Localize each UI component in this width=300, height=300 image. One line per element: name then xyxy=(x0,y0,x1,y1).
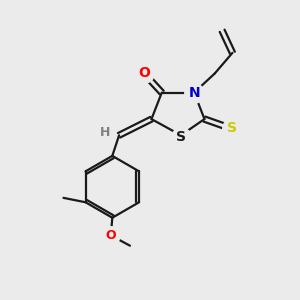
Text: S: S xyxy=(176,130,186,144)
Text: S: S xyxy=(227,121,237,135)
Text: H: H xyxy=(100,126,110,139)
Text: N: N xyxy=(188,85,200,100)
Text: O: O xyxy=(138,66,150,80)
Text: O: O xyxy=(106,229,116,242)
